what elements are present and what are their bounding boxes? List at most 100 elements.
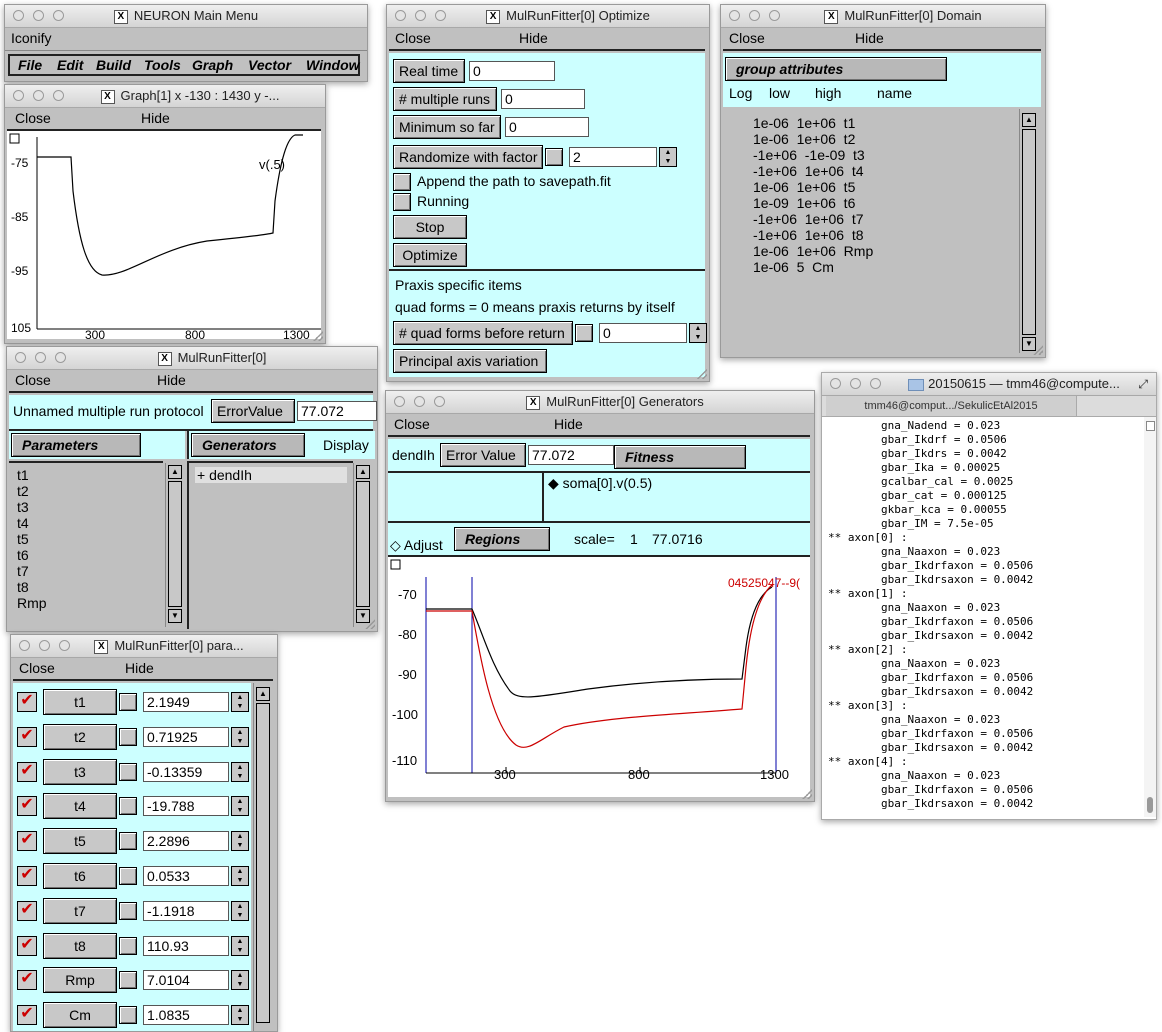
minimize-dot[interactable]: [749, 10, 760, 21]
parameter-button[interactable]: Rmp: [43, 967, 117, 993]
scroll-thumb[interactable]: [256, 703, 270, 1023]
parameter-stepper[interactable]: ▲ ▼: [231, 970, 249, 990]
resize-grip[interactable]: [313, 331, 323, 341]
hide-button[interactable]: Hide: [125, 660, 154, 676]
multiple-runs-button[interactable]: # multiple runs: [393, 87, 497, 111]
domain-scrollbar[interactable]: ▲ ▼: [1019, 109, 1040, 353]
parameter-value-field[interactable]: 0.0533: [143, 866, 229, 886]
generator-scrollbar[interactable]: ▲ ▼: [353, 463, 374, 627]
adjust-toggle[interactable]: ◇ Adjust: [390, 537, 443, 554]
generator-plot[interactable]: -70 -80 -90 -100 -110 300 800 1300 04525…: [388, 557, 810, 797]
menu-vector[interactable]: Vector: [248, 56, 291, 74]
use-parameter-check-icon[interactable]: ✔: [17, 831, 37, 851]
domain-list[interactable]: 1e-06 1e+06 t1 1e-06 1e+06 t2 -1e+06 -1e-0…: [723, 109, 1019, 353]
zoom-dot[interactable]: [870, 378, 881, 389]
domain-row[interactable]: 1e-06 5 Cm: [753, 259, 873, 275]
close-dot[interactable]: [830, 378, 841, 389]
use-parameter-check-icon[interactable]: ✔: [17, 1005, 37, 1025]
zoom-dot[interactable]: [55, 352, 66, 363]
zoom-dot[interactable]: [435, 10, 446, 21]
scroll-thumb[interactable]: [356, 481, 370, 607]
parameter-toggle[interactable]: [119, 728, 137, 746]
close-dot[interactable]: [15, 352, 26, 363]
title-bar[interactable]: 20150615 — tmm46@compute... ⤢: [822, 373, 1156, 396]
scroll-up-arrow[interactable]: ▲: [256, 687, 270, 701]
minimize-dot[interactable]: [33, 90, 44, 101]
stop-button[interactable]: Stop: [393, 215, 467, 239]
minimize-dot[interactable]: [414, 396, 425, 407]
menu-edit[interactable]: Edit: [57, 56, 83, 74]
scroll-thumb[interactable]: [1022, 129, 1036, 335]
title-bar[interactable]: X MulRunFitter[0] Generators: [386, 391, 814, 414]
domain-row[interactable]: -1e+06 1e+06 t8: [753, 227, 873, 243]
title-bar[interactable]: X MulRunFitter[0] para...: [11, 635, 277, 658]
parameter-toggle[interactable]: [119, 763, 137, 781]
close-dot[interactable]: [729, 10, 740, 21]
title-bar[interactable]: X MulRunFitter[0] Domain: [721, 5, 1045, 28]
parameter-toggle[interactable]: [119, 797, 137, 815]
parameter-button[interactable]: t6: [43, 863, 117, 889]
use-parameter-check-icon[interactable]: ✔: [17, 866, 37, 886]
close-dot[interactable]: [395, 10, 406, 21]
scroll-up-arrow[interactable]: ▲: [1022, 113, 1036, 127]
parameter-list[interactable]: t1 t2 t3 t4 t5 t6 t7 t8 Rmp: [9, 461, 163, 629]
scroll-up-arrow[interactable]: ▲: [356, 465, 370, 479]
parameters-scrollbar[interactable]: ▲: [253, 683, 274, 1031]
real-time-button[interactable]: Real time: [393, 59, 465, 83]
generator-list[interactable]: + dendIh: [187, 461, 353, 629]
target-item[interactable]: ◆ soma[0].v(0.5): [548, 475, 652, 492]
parameter-toggle[interactable]: [119, 971, 137, 989]
close-button[interactable]: Close: [19, 660, 55, 676]
parameter-button[interactable]: t2: [43, 724, 117, 750]
minimize-dot[interactable]: [415, 10, 426, 21]
parameter-stepper[interactable]: ▲ ▼: [231, 866, 249, 886]
hide-button[interactable]: Hide: [141, 110, 170, 126]
parameter-value-field[interactable]: 2.2896: [143, 831, 229, 851]
close-dot[interactable]: [13, 90, 24, 101]
use-parameter-check-icon[interactable]: ✔: [17, 936, 37, 956]
quad-forms-button[interactable]: # quad forms before return: [393, 321, 573, 345]
quad-forms-stepper[interactable]: ▲ ▼: [689, 323, 707, 343]
resize-grip[interactable]: [802, 789, 812, 799]
domain-row[interactable]: 1e-06 1e+06 t1: [753, 115, 873, 131]
use-parameter-check-icon[interactable]: ✔: [17, 692, 37, 712]
graph-menu-box[interactable]: [391, 560, 400, 569]
menu-graph[interactable]: Graph: [192, 56, 233, 74]
principal-axis-button[interactable]: Principal axis variation: [393, 349, 547, 373]
minimum-so-far-field[interactable]: 0: [505, 117, 589, 137]
close-dot[interactable]: [19, 640, 30, 651]
error-value-field[interactable]: 77.072: [297, 401, 377, 421]
parameter-list-item[interactable]: t5: [17, 531, 47, 547]
scroll-thumb[interactable]: [1147, 797, 1153, 813]
minimize-dot[interactable]: [35, 352, 46, 363]
parameter-value-field[interactable]: 0.71925: [143, 727, 229, 747]
resize-grip[interactable]: [1033, 345, 1043, 355]
randomize-factor-field[interactable]: 2: [569, 147, 657, 167]
use-parameter-check-icon[interactable]: ✔: [17, 796, 37, 816]
quad-forms-checkbox[interactable]: [575, 324, 593, 342]
group-attributes-button[interactable]: group attributes: [725, 57, 947, 81]
parameter-list-item[interactable]: t7: [17, 563, 47, 579]
minimize-dot[interactable]: [33, 10, 44, 21]
close-button[interactable]: Close: [15, 372, 51, 388]
parameter-button[interactable]: t3: [43, 759, 117, 785]
fullscreen-icon[interactable]: ⤢: [1138, 373, 1148, 395]
scroll-thumb[interactable]: [168, 481, 182, 607]
parameter-value-field[interactable]: -0.13359: [143, 762, 229, 782]
parameter-button[interactable]: t5: [43, 828, 117, 854]
append-path-checkbox[interactable]: [393, 173, 411, 191]
parameter-value-field[interactable]: 7.0104: [143, 970, 229, 990]
parameter-stepper[interactable]: ▲ ▼: [231, 1005, 249, 1025]
hide-button[interactable]: Hide: [855, 30, 884, 46]
use-parameter-check-icon[interactable]: ✔: [17, 970, 37, 990]
parameter-list-item[interactable]: Rmp: [17, 595, 47, 611]
hide-button[interactable]: Hide: [519, 30, 548, 46]
parameter-toggle[interactable]: [119, 867, 137, 885]
parameter-value-field[interactable]: -19.788: [143, 796, 229, 816]
parameter-toggle[interactable]: [119, 1006, 137, 1024]
parameter-stepper[interactable]: ▲ ▼: [231, 692, 249, 712]
resize-grip[interactable]: [697, 369, 707, 379]
domain-row[interactable]: -1e+06 -1e-09 t3: [753, 147, 873, 163]
parameter-value-field[interactable]: 1.0835: [143, 1005, 229, 1025]
quad-forms-field[interactable]: 0: [599, 323, 687, 343]
